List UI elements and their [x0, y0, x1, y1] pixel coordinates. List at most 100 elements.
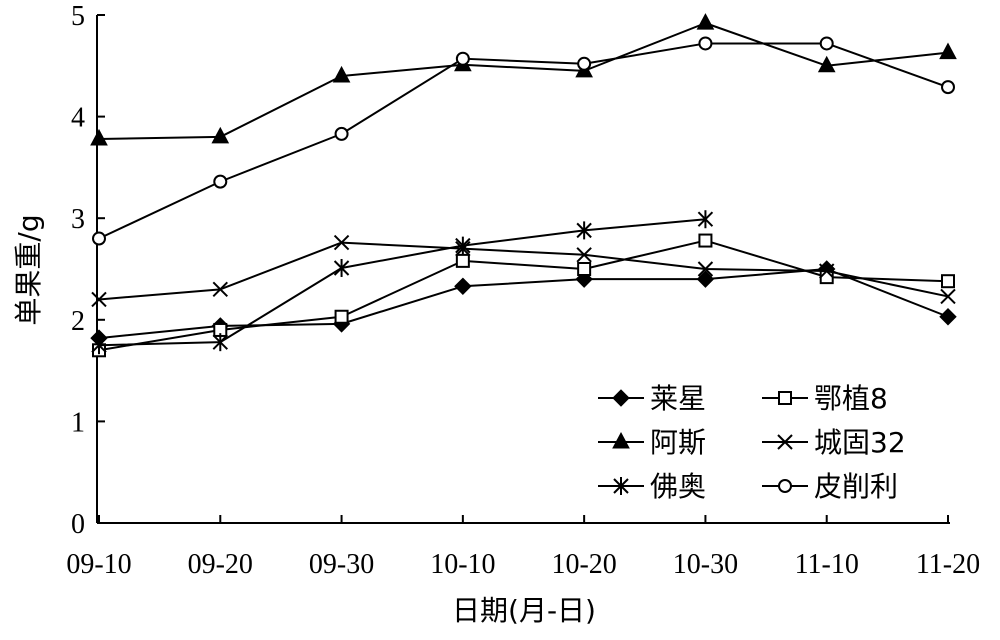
series-line [98, 218, 706, 347]
data-point-shape [698, 233, 713, 248]
data-point [576, 221, 592, 240]
legend-item: 城固32 [762, 426, 906, 459]
data-point [698, 233, 713, 248]
x-tick-label: 10-30 [673, 549, 738, 580]
data-point-shape [696, 270, 715, 288]
legend-item: 鄂植8 [762, 382, 888, 415]
data-point-shape [577, 56, 592, 71]
series-line [98, 22, 949, 140]
data-point [333, 258, 350, 277]
data-point [696, 270, 715, 288]
data-point-shape [817, 55, 836, 73]
data-point [697, 261, 714, 277]
data-point-shape [941, 80, 955, 95]
data-point [455, 236, 471, 255]
x-axis-title: 日期(月-日) [452, 594, 596, 627]
data-point-shape [941, 274, 955, 289]
x-tick-label: 11-20 [916, 549, 980, 580]
data-point-shape [455, 51, 470, 66]
legend: 莱星 鄂植8 阿斯 城固32 佛奥 皮削利 [598, 382, 906, 503]
series-3 [90, 13, 957, 146]
data-point [696, 13, 715, 30]
data-point-stroke [819, 263, 835, 279]
data-point [455, 51, 470, 66]
series-line [98, 241, 949, 301]
data-point [697, 210, 714, 229]
x-tick-label: 09-20 [188, 549, 253, 580]
data-point-shape [334, 126, 349, 141]
data-point [212, 333, 228, 352]
data-point [334, 126, 349, 141]
data-point [940, 288, 956, 305]
legend-item: 莱星 [598, 382, 706, 415]
legend-label: 鄂植8 [814, 382, 888, 415]
legend-item: 佛奥 [598, 470, 706, 503]
x-tick-label: 09-10 [66, 549, 131, 580]
x-tick-label: 11-10 [795, 549, 859, 580]
legend-label: 莱星 [650, 382, 706, 415]
series-line [98, 42, 949, 240]
data-point [941, 80, 955, 95]
data-point-stroke [212, 281, 228, 298]
data-point [577, 262, 592, 276]
data-point [91, 291, 107, 308]
legend-marker-shape [778, 391, 792, 405]
data-point-stroke [91, 291, 107, 308]
data-point [819, 36, 834, 51]
data-point [91, 336, 107, 355]
series-6 [92, 36, 955, 246]
legend-marker [777, 434, 793, 450]
legend-label: 城固32 [814, 426, 906, 459]
data-point-stroke [940, 288, 956, 305]
legend-marker [778, 391, 792, 405]
data-point [455, 253, 470, 268]
data-point-stroke [576, 247, 592, 263]
x-tick-label: 10-10 [430, 549, 495, 580]
legend-marker-shape [778, 479, 792, 493]
legend-marker-shape [612, 389, 630, 407]
data-point [332, 65, 351, 83]
legend-label: 佛奥 [650, 470, 706, 503]
legend-marker [613, 477, 629, 495]
data-point [212, 281, 228, 298]
y-tick-label: 0 [71, 509, 85, 540]
data-point [333, 234, 350, 251]
data-point-shape [454, 277, 472, 295]
legend-marker [612, 431, 630, 449]
data-point [213, 174, 228, 189]
data-point-shape [577, 262, 592, 276]
data-point [211, 126, 230, 144]
data-point-shape [213, 174, 228, 189]
series-4 [91, 234, 956, 308]
data-point-shape [92, 231, 106, 246]
legend-label: 皮削利 [814, 470, 898, 503]
data-point [941, 274, 955, 289]
legend-label: 阿斯 [650, 426, 706, 459]
legend-item: 皮削利 [762, 470, 898, 503]
series-2 [92, 233, 955, 358]
data-point [92, 231, 106, 246]
x-tick-label: 10-20 [551, 549, 616, 580]
y-tick-label: 5 [71, 1, 85, 32]
data-point-shape [819, 36, 834, 51]
data-point [334, 309, 349, 324]
x-tick-label: 09-30 [309, 549, 374, 580]
data-point [698, 36, 713, 51]
data-point-stroke [333, 234, 350, 251]
data-point [939, 42, 957, 60]
series-layer [90, 13, 957, 358]
data-point-shape [455, 253, 470, 268]
legend-marker [612, 389, 630, 407]
data-point [577, 56, 592, 71]
data-point [454, 277, 472, 295]
legend-marker-stroke [777, 434, 793, 450]
legend-marker [778, 479, 792, 493]
data-point-shape [211, 126, 230, 144]
data-point-shape [939, 42, 957, 60]
y-tick-label: 4 [71, 103, 85, 134]
data-point-shape [696, 13, 715, 30]
data-point-shape [334, 309, 349, 324]
y-tick-label: 2 [71, 306, 85, 337]
y-axis-title: 单果重/g [12, 214, 45, 325]
data-point-stroke [697, 261, 714, 277]
